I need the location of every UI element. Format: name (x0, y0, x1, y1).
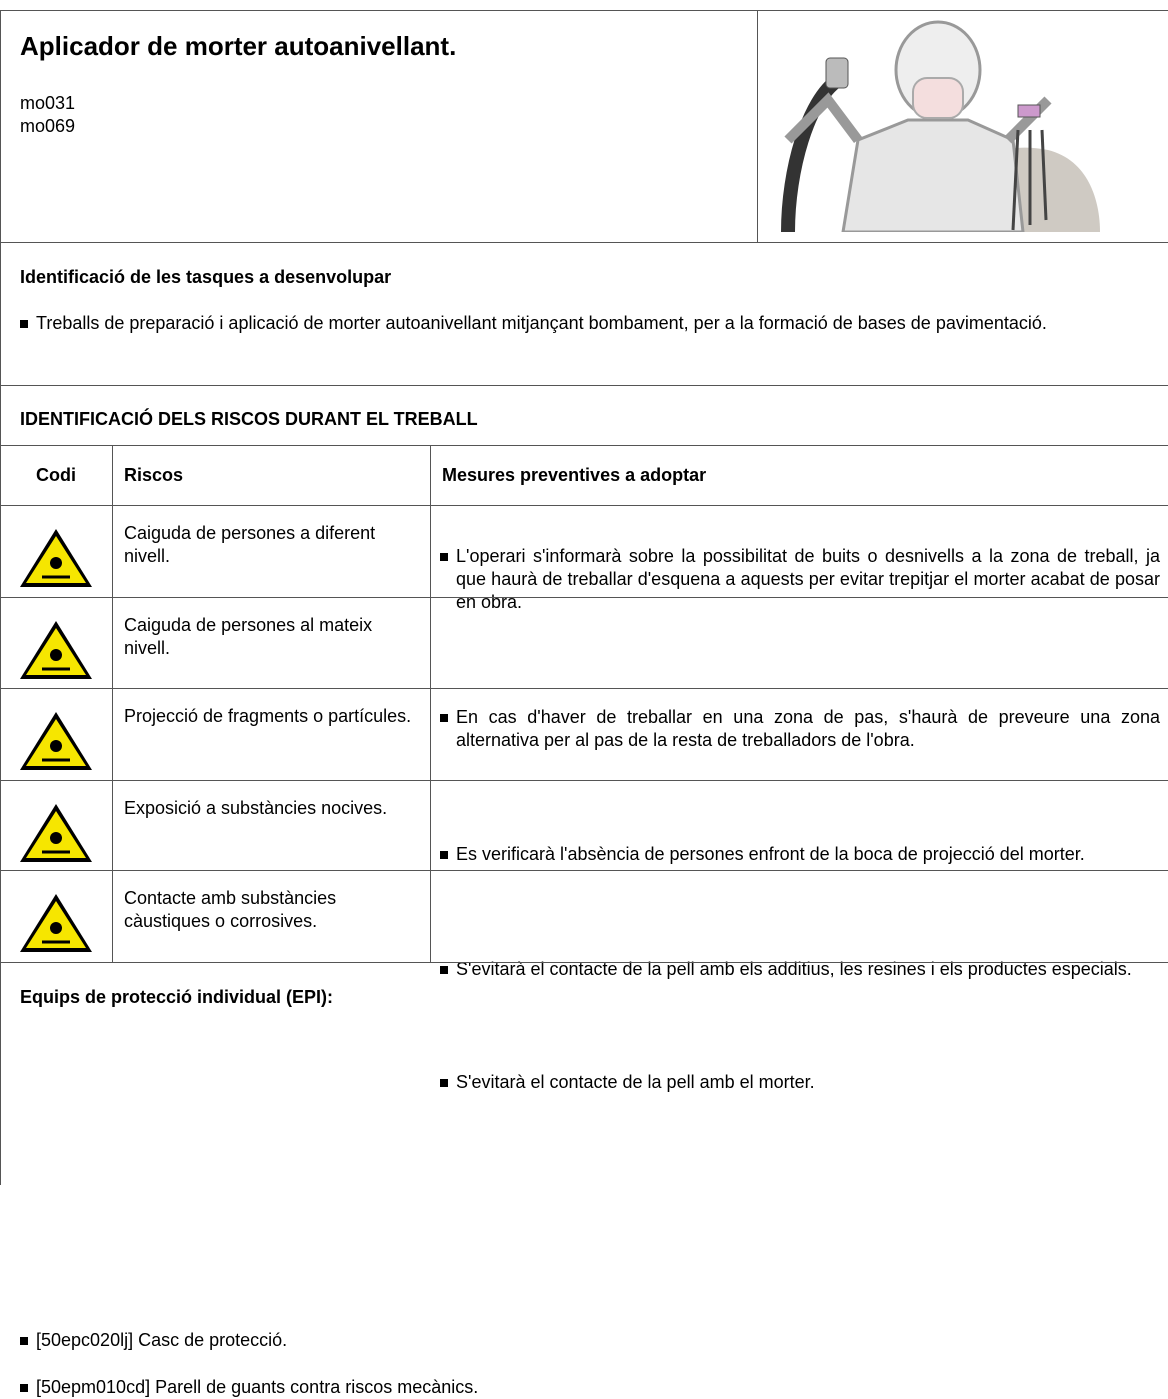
risk-name: Contacte amb substàncies càustiques o co… (124, 888, 337, 931)
column-header: Codi (36, 465, 76, 485)
border (430, 445, 431, 962)
warning-icon (20, 894, 92, 952)
code: mo031 (20, 93, 76, 113)
border (0, 597, 1168, 598)
code: mo069 (20, 116, 76, 136)
border (0, 780, 1168, 781)
worker-illustration (768, 20, 1100, 232)
column-header: Mesures preventives a adoptar (442, 465, 707, 485)
title: Aplicador de morter autoanivellant. (20, 31, 457, 61)
page: {"header": {"title": "Aplicador de morte… (0, 10, 1168, 1397)
preventive-measure: S'evitarà el contacte de la pell amb els… (438, 958, 1160, 981)
preventive-measure: En cas d'haver de treballar en una zona … (438, 706, 1160, 752)
risk-name: Exposició a substàncies nocives. (124, 798, 388, 818)
border (112, 445, 113, 962)
border (0, 242, 1168, 243)
border (0, 385, 1168, 386)
preventive-measure: L'operari s'informarà sobre la possibili… (438, 545, 1160, 614)
preventive-measure: S'evitarà el contacte de la pell amb el … (438, 1071, 1160, 1094)
preventive-measure: Es verificarà l'absència de persones enf… (438, 843, 1160, 866)
epi-item: [50epc020lj] Casc de protecció. (18, 1329, 1168, 1352)
border (0, 688, 1168, 689)
risk-name: Caiguda de persones a diferent nivell. (124, 523, 376, 566)
border (0, 505, 1168, 506)
warning-icon (20, 712, 92, 770)
border (0, 870, 1168, 871)
border (0, 10, 1168, 11)
border (0, 445, 1168, 446)
risk-name: Caiguda de persones al mateix nivell. (124, 615, 373, 658)
column-header: Riscos (124, 465, 184, 485)
section-heading: Identificació de les tasques a desenvolu… (20, 267, 392, 287)
border (0, 962, 1168, 963)
epi-item: [50epm010cd] Parell de guants contra ris… (18, 1376, 1168, 1399)
warning-icon (20, 529, 92, 587)
warning-icon (20, 621, 92, 679)
section-heading: IDENTIFICACIÓ DELS RISCOS DURANT EL TREB… (20, 409, 478, 429)
section-heading: Equips de protecció individual (EPI): (20, 987, 334, 1007)
risk-name: Projecció de fragments o partícules. (124, 706, 412, 726)
warning-icon (20, 804, 92, 862)
task-item: Treballs de preparació i aplicació de mo… (18, 312, 1158, 335)
border (757, 10, 758, 242)
